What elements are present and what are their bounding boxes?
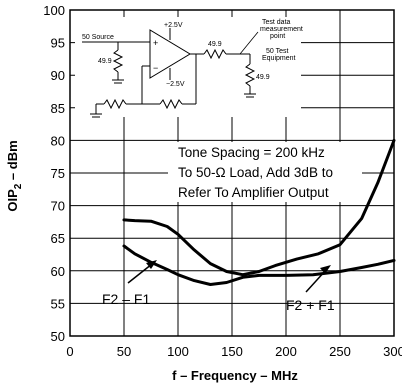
- x-tick-label: 250: [329, 344, 351, 359]
- x-tick-label: 200: [275, 344, 297, 359]
- y-tick-label: 70: [51, 199, 65, 214]
- x-tick-label: 50: [117, 344, 131, 359]
- circuit-output-resistor-label: 49.9: [208, 41, 222, 48]
- circuit-negative-supply-label: −2.5V: [166, 81, 185, 88]
- y-tick-label: 100: [43, 3, 65, 18]
- circuit-equipment-label-1: 50 Test: [266, 48, 288, 55]
- x-axis-tick-labels: 0 50 100 150 200 250 300: [66, 344, 402, 359]
- y-axis-title-main: OIP: [5, 189, 20, 212]
- y-tick-label: 50: [51, 329, 65, 344]
- y-tick-label: 85: [51, 101, 65, 116]
- y-tick-label: 60: [51, 264, 65, 279]
- y-axis-title: OIP2 – dBm: [5, 140, 24, 211]
- circuit-positive-supply-label: +2.5V: [164, 22, 183, 29]
- data-series: [122, 138, 396, 286]
- y-axis-tick-labels: 50 55 60 65 70 75 80 85 90 95 100: [43, 3, 65, 344]
- pointer-line-right: [305, 269, 327, 293]
- x-tick-label: 150: [221, 344, 243, 359]
- circuit-shunt-resistor-label: 49.9: [98, 58, 112, 65]
- circuit-measurement-label-3: point: [270, 33, 285, 40]
- y-tick-label: 90: [51, 68, 65, 83]
- y-tick-label: 95: [51, 36, 65, 51]
- circuit-source-label: 50 Source: [82, 34, 114, 41]
- plot-frame: [69, 9, 395, 337]
- annotation-tone-spacing: Tone Spacing = 200 kHz: [178, 145, 325, 160]
- x-tick-label: 100: [167, 344, 189, 359]
- circuit-equipment-label-2: Equipment: [262, 55, 296, 62]
- x-tick-label: 0: [66, 344, 73, 359]
- series-line-f2-plus-f1: [122, 244, 396, 286]
- annotation-refer-note: Refer To Amplifier Output: [178, 185, 329, 200]
- circuit-inverting-sign: −: [153, 63, 158, 73]
- curve-label-f2-plus-f1: F2 + F1: [286, 297, 335, 313]
- y-axis-title-subscript: 2: [13, 183, 24, 189]
- series-line-f2-minus-f1: [122, 138, 396, 277]
- circuit-measurement-label-1: Test data: [262, 19, 291, 26]
- arrowhead-left: [146, 260, 157, 269]
- y-tick-label: 75: [51, 166, 65, 181]
- curve-label-f2-minus-f1: F2 – F1: [102, 291, 150, 307]
- pointer-line-left: [127, 263, 153, 284]
- y-tick-label: 80: [51, 133, 65, 148]
- circuit-measurement-label-2: measurement: [260, 26, 303, 33]
- test-circuit-schematic: 50 Source 49.9 +2.5V −2.5V + − 49.9 Test…: [75, 17, 303, 118]
- arrowhead-right: [320, 265, 331, 274]
- y-tick-label: 65: [51, 231, 65, 246]
- y-tick-label: 55: [51, 296, 65, 311]
- circuit-noninverting-sign: +: [153, 38, 158, 48]
- annotation-load-note: To 50-Ω Load, Add 3dB to: [178, 165, 333, 180]
- y-axis-title-rest: – dBm: [5, 140, 20, 183]
- x-tick-label: 300: [383, 344, 402, 359]
- circuit-load-resistor-label: 49.9: [256, 74, 270, 81]
- x-axis-title: f – Frequency – MHz: [172, 368, 298, 383]
